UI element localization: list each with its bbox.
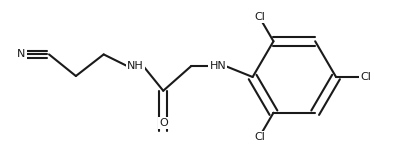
Text: Cl: Cl xyxy=(361,72,371,82)
Text: O: O xyxy=(159,118,168,128)
Text: NH: NH xyxy=(127,61,144,71)
Text: Cl: Cl xyxy=(254,132,265,142)
Text: N: N xyxy=(17,49,25,59)
Text: HN: HN xyxy=(209,61,226,71)
Text: Cl: Cl xyxy=(254,12,265,22)
